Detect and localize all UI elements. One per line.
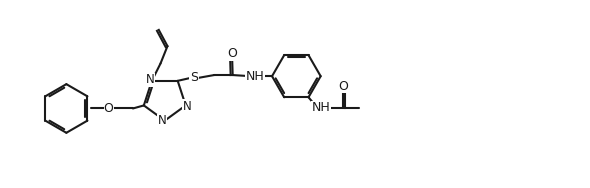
Text: N: N [146, 73, 155, 86]
Text: NH: NH [245, 70, 264, 83]
Text: N: N [183, 100, 192, 113]
Text: O: O [104, 102, 113, 115]
Text: O: O [338, 80, 348, 93]
Text: O: O [228, 47, 238, 60]
Text: N: N [158, 114, 167, 127]
Text: S: S [190, 71, 198, 84]
Text: NH: NH [312, 101, 330, 114]
